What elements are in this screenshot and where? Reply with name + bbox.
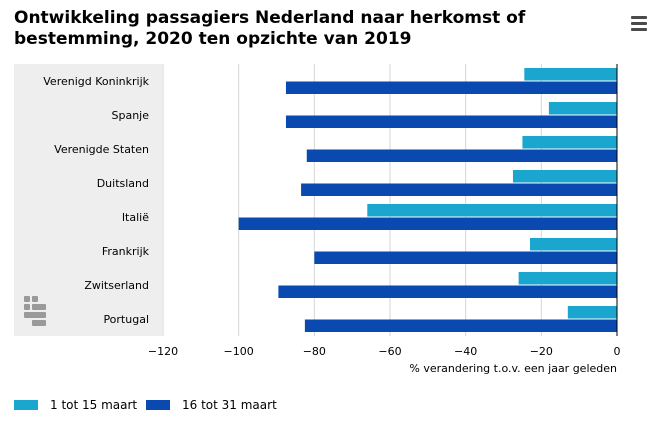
bar-series-2 [238,217,617,230]
category-label: Frankrijk [102,245,150,258]
bar-series-1 [512,170,617,183]
bar-series-2 [306,149,617,162]
legend-item-series-2[interactable]: 16 tot 31 maart [146,398,277,412]
bar-series-2 [285,81,617,94]
x-tick-label: 0 [614,345,621,358]
category-label: Italië [122,211,149,224]
bar-series-1 [529,238,617,251]
bar-series-2 [304,319,617,332]
bar-series-1 [548,102,617,115]
x-axis-label: % verandering t.o.v. een jaar geleden [409,362,617,375]
chart-title: Ontwikkeling passagiers Nederland naar h… [14,8,526,49]
legend-label: 16 tot 31 maart [182,398,277,412]
category-label: Verenigde Staten [54,143,149,156]
bar-series-2 [314,251,617,264]
bar-series-1 [567,306,617,319]
x-tick-label: −20 [530,345,553,358]
bar-series-2 [301,183,617,196]
bar-series-1 [518,272,617,285]
x-tick-label: −120 [148,345,178,358]
bar-series-1 [524,68,617,81]
bar-series-1 [522,136,617,149]
hamburger-menu-icon[interactable] [629,14,649,32]
bar-series-1 [367,204,617,217]
cbs-logo-icon [24,296,46,326]
x-tick-label: −60 [378,345,401,358]
bar-series-2 [278,285,617,298]
category-label: Zwitserland [84,279,149,292]
legend-swatch [146,400,170,410]
category-panel [14,64,162,336]
category-label: Portugal [103,313,149,326]
category-label: Duitsland [97,177,149,190]
legend-swatch [14,400,38,410]
bar-series-2 [285,115,617,128]
x-tick-label: −80 [303,345,326,358]
x-tick-label: −40 [454,345,477,358]
legend-label: 1 tot 15 maart [50,398,138,412]
x-tick-label: −100 [224,345,254,358]
category-label: Spanje [111,109,149,122]
category-label: Verenigd Koninkrijk [43,75,149,88]
legend-item-series-1[interactable]: 1 tot 15 maart [14,398,137,412]
